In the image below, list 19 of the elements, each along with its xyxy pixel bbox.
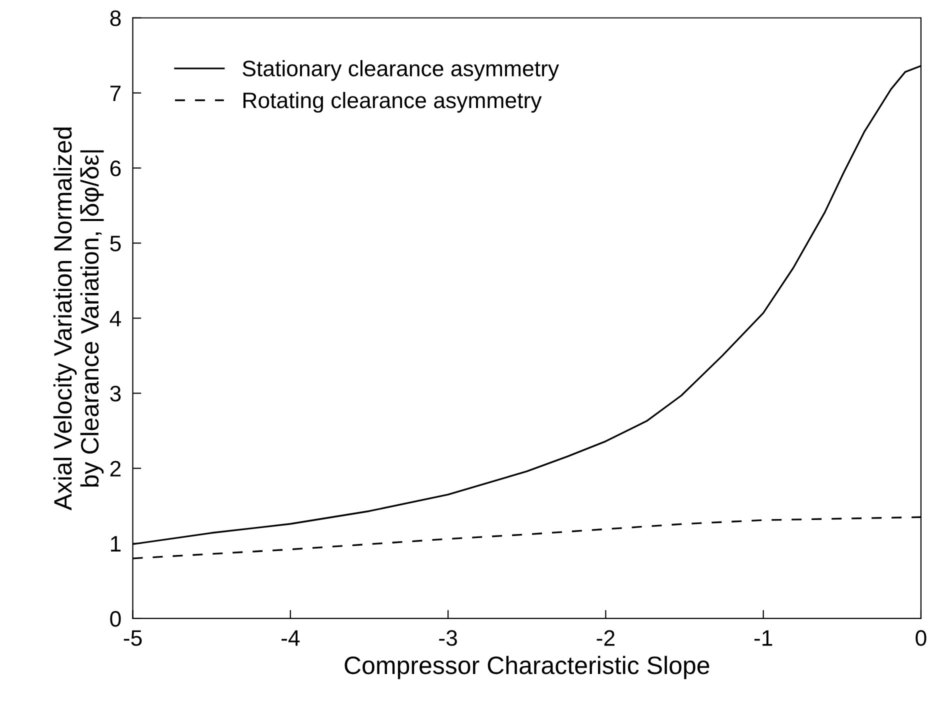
y-tick-label: 3 <box>110 386 121 402</box>
x-tick-label: -2 <box>596 630 614 646</box>
y-tick-label: 6 <box>110 160 121 176</box>
y-tick-label: 5 <box>110 236 121 252</box>
y-tick-label: 7 <box>110 86 121 101</box>
x-tick-label: -4 <box>282 630 300 646</box>
x-tick-label: -3 <box>439 630 457 646</box>
y-tick-label: 0 <box>110 611 121 627</box>
x-tick-label: 0 <box>916 630 926 646</box>
y-axis-title: Axial Velocity Variation Normalized by Clearance Variation, |δφ/δε| <box>53 128 104 510</box>
y-tick-label: 8 <box>110 10 121 26</box>
y-tick-label: 2 <box>110 460 121 476</box>
x-axis-title: Compressor Characteristic Slope <box>344 656 710 680</box>
y-tick-label: 1 <box>110 536 121 552</box>
legend-label: Stationary clearance asymmetry <box>242 60 560 81</box>
x-tick-label: -5 <box>124 630 142 646</box>
x-tick-label: -1 <box>754 630 772 646</box>
legend-label: Rotating clearance asymmetry <box>243 92 542 113</box>
y-tick-label: 4 <box>110 310 122 326</box>
